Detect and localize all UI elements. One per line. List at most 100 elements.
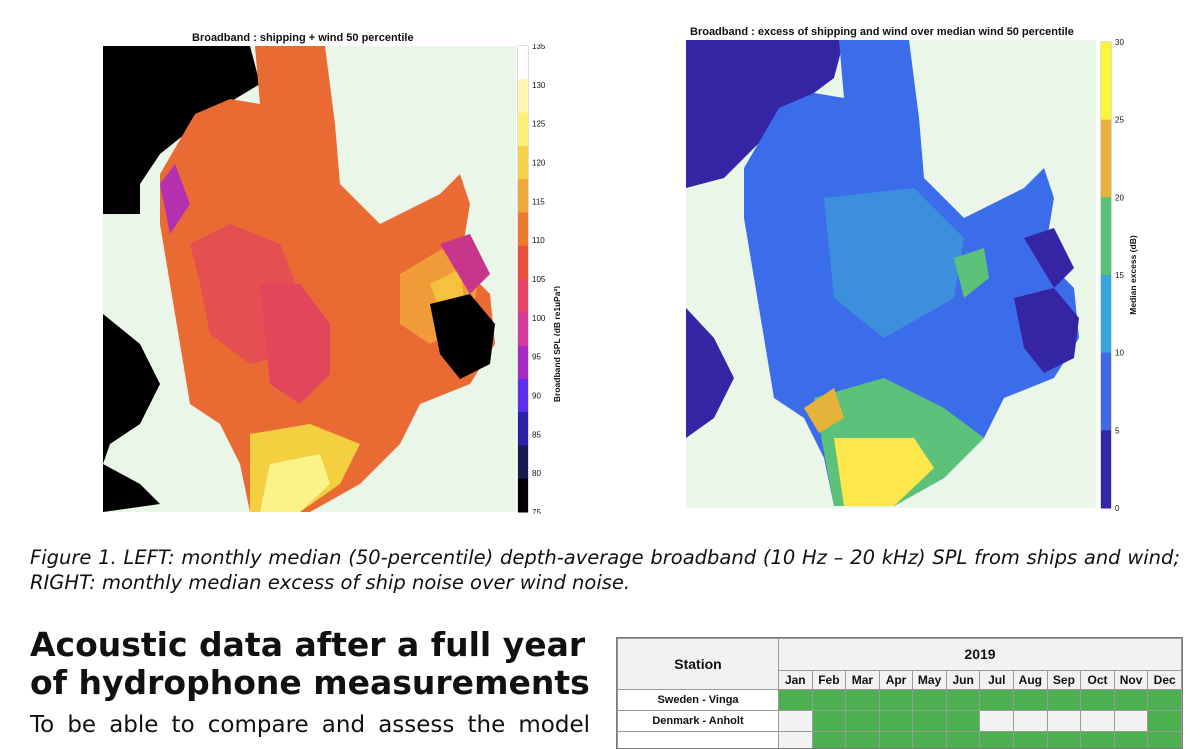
month-cell-active <box>913 711 947 732</box>
colorbar-band <box>518 146 528 180</box>
month-cell-active <box>1148 711 1182 732</box>
month-header: Feb <box>812 670 846 689</box>
month-cell-active <box>1148 690 1182 711</box>
colorbar-tick-label: 130 <box>532 81 546 90</box>
colorbar-tick-label: 125 <box>532 120 546 129</box>
colorbar-tick-label: 75 <box>532 508 541 514</box>
month-cell-active <box>846 690 880 711</box>
station-name <box>618 732 779 749</box>
month-header: Apr <box>879 670 913 689</box>
colorbar-band <box>518 312 528 346</box>
month-header: Jun <box>946 670 980 689</box>
colorbar-band <box>1101 42 1111 120</box>
month-cell-active <box>846 711 880 732</box>
colorbar-tick-label: 95 <box>532 353 541 362</box>
month-cell-active <box>1081 690 1115 711</box>
month-cell-active <box>812 690 846 711</box>
colorbar-tick-label: 5 <box>1115 426 1120 435</box>
colorbar-band <box>518 46 528 80</box>
year-header: 2019 <box>779 639 1182 671</box>
left-map: 135 130 125 120 115 110 105 100 95 90 85 80 75 Broad… <box>100 44 560 514</box>
left-map-title: Broadband : shipping + wind 50 percentil… <box>192 32 414 44</box>
month-header: Sep <box>1047 670 1081 689</box>
month-header: May <box>913 670 947 689</box>
colorbar-tick-label: 105 <box>532 275 546 284</box>
table-row: Denmark - Anholt <box>618 711 1182 732</box>
colorbar-band <box>518 212 528 246</box>
month-cell-active <box>946 711 980 732</box>
colorbar-band <box>518 479 528 513</box>
colorbar-tick-label: 25 <box>1115 116 1124 125</box>
month-cell-active <box>1047 690 1081 711</box>
left-colorbar-label: Broadband SPL (dB re1µPa²) <box>552 286 560 402</box>
month-cell-active <box>879 711 913 732</box>
station-header: Station <box>618 639 779 690</box>
month-header: Jan <box>779 670 813 689</box>
month-cell-active <box>1014 732 1048 749</box>
colorbar-band <box>1101 120 1111 198</box>
colorbar-band <box>518 379 528 413</box>
section-body: To be able to compare and assess the mod… <box>30 710 590 740</box>
month-header: Dec <box>1148 670 1182 689</box>
colorbar-band <box>518 279 528 313</box>
colorbar-tick-label: 10 <box>1115 349 1124 358</box>
month-cell-inactive <box>1114 711 1148 732</box>
colorbar-tick-label: 85 <box>532 430 541 439</box>
month-header: Oct <box>1081 670 1115 689</box>
month-cell-active <box>846 732 880 749</box>
month-cell-active <box>980 690 1014 711</box>
month-cell-active <box>1014 690 1048 711</box>
colorbar-tick-label: 115 <box>532 197 545 206</box>
month-cell-inactive <box>1014 711 1048 732</box>
colorbar-tick-label: 80 <box>532 469 541 478</box>
month-header: Jul <box>980 670 1014 689</box>
month-cell-active <box>1114 732 1148 749</box>
month-cell-active <box>812 711 846 732</box>
colorbar-tick-label: 15 <box>1115 271 1124 280</box>
left-colorbar: 135 130 125 120 115 110 105 100 95 90 85 80 75 Broad… <box>518 44 560 514</box>
right-colorbar-label: Median excess (dB) <box>1128 235 1138 315</box>
colorbar-tick-label: 30 <box>1115 38 1124 47</box>
colorbar-band <box>518 113 528 147</box>
month-cell-active <box>1148 732 1182 749</box>
month-header: Aug <box>1014 670 1048 689</box>
colorbar-band <box>1101 430 1111 508</box>
colorbar-tick-label: 110 <box>532 236 545 245</box>
colorbar-band <box>518 179 528 213</box>
month-cell-inactive <box>779 732 813 749</box>
colorbar-tick-label: 135 <box>532 44 546 51</box>
colorbar-band <box>518 346 528 380</box>
month-cell-inactive <box>1047 711 1081 732</box>
month-cell-inactive <box>1081 711 1115 732</box>
month-cell-active <box>1114 690 1148 711</box>
colorbar-tick-label: 90 <box>532 392 541 401</box>
month-header: Nov <box>1114 670 1148 689</box>
colorbar-tick-label: 100 <box>532 314 546 323</box>
month-cell-active <box>946 690 980 711</box>
right-map-title: Broadband : excess of shipping and wind … <box>690 26 1074 38</box>
colorbar-band <box>518 412 528 446</box>
month-cell-active <box>1047 732 1081 749</box>
month-cell-active <box>980 732 1014 749</box>
colorbar-tick-label: 120 <box>532 159 546 168</box>
colorbar-band <box>518 79 528 113</box>
month-cell-inactive <box>980 711 1014 732</box>
colorbar-band <box>518 246 528 280</box>
month-cell-active <box>879 732 913 749</box>
month-cell-active <box>913 732 947 749</box>
table-row <box>618 732 1182 749</box>
colorbar-band <box>1101 353 1111 431</box>
colorbar-band <box>1101 197 1111 275</box>
table-row: Sweden - Vinga <box>618 690 1182 711</box>
colorbar-band <box>518 445 528 479</box>
month-cell-active <box>779 690 813 711</box>
month-cell-active <box>1081 732 1115 749</box>
station-name: Sweden - Vinga <box>618 690 779 711</box>
month-cell-active <box>879 690 913 711</box>
figure-caption: Figure 1. LEFT: monthly median (50-perce… <box>30 545 1180 595</box>
month-header: Mar <box>846 670 880 689</box>
section-heading: Acoustic data after a full year of hydro… <box>30 626 600 702</box>
